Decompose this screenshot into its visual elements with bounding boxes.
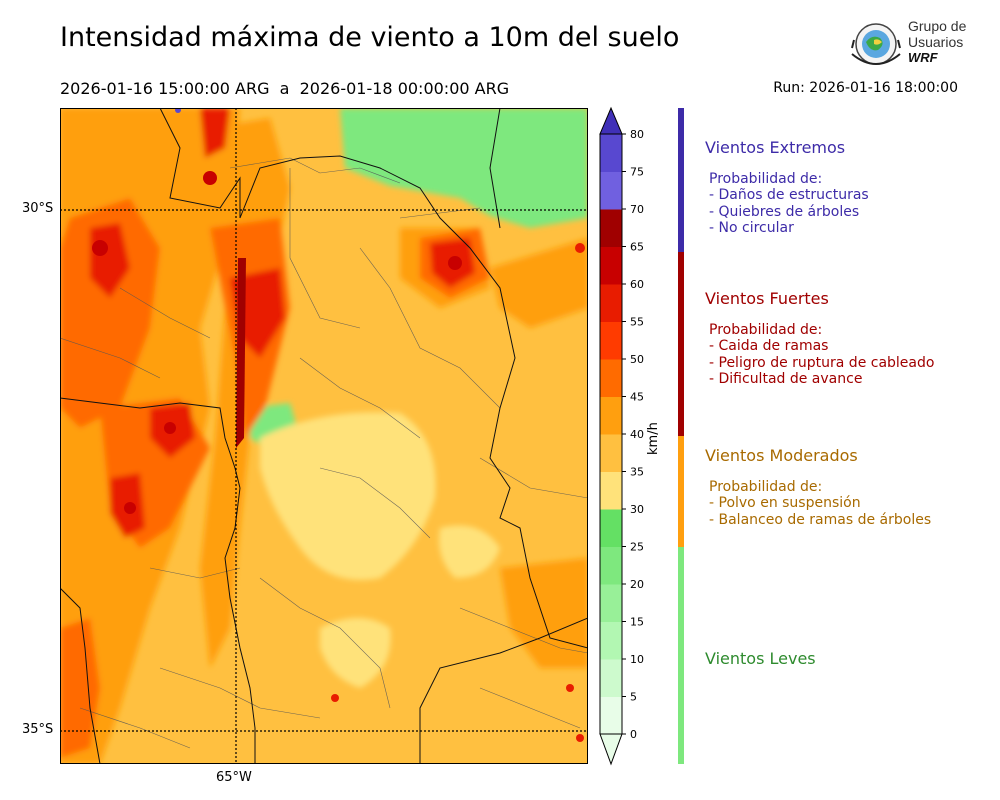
category-description: Probabilidad de: - Polvo en suspensión -… [709, 479, 932, 528]
category-name: Vientos Leves [705, 649, 816, 668]
colorbar-tick-label: 70 [630, 203, 644, 216]
colorbar-segment [600, 696, 622, 735]
logo-text-line1: Grupo de [908, 18, 967, 34]
lat-label-30s: 30°S [22, 201, 54, 216]
colorbar-extend-max [599, 106, 623, 135]
category-extremos: Vientos Extremos Probabilidad de: - Daño… [705, 138, 869, 236]
category-name: Vientos Extremos [705, 138, 846, 157]
colorbar-segment [600, 321, 622, 360]
colorbar-tick-label: 20 [630, 578, 644, 591]
category-extremos-bar [678, 108, 684, 252]
colorbar-tick-label: 55 [630, 316, 644, 329]
category-name: Vientos Fuertes [705, 289, 829, 308]
colorbar-segment [600, 509, 622, 547]
colorbar-segment [600, 209, 622, 247]
colorbar-tick-label: 80 [630, 128, 644, 141]
colorbar-tick-label: 45 [630, 391, 644, 404]
forecast-period: 2026-01-16 15:00:00 ARG a 2026-01-18 00:… [60, 79, 510, 98]
colorbar-segment [600, 134, 622, 172]
map-title: Intensidad máxima de viento a 10m del su… [60, 22, 680, 53]
grupo-wrf-logo: Grupo de Usuarios WRF [848, 18, 968, 70]
colorbar-tick-label: 25 [630, 541, 644, 554]
colorbar-segment [600, 359, 622, 397]
colorbar-segment [600, 246, 622, 285]
colorbar-tick-label: 50 [630, 353, 644, 366]
colorbar-segment [600, 584, 622, 622]
wind-field-svg [60, 108, 588, 764]
lon-label-65w: 65°W [216, 770, 252, 785]
logo-text-wrf: WRF [908, 50, 938, 65]
colorbar-tick-label: 60 [630, 278, 644, 291]
category-fuertes: Vientos Fuertes Probabilidad de: - Caida… [705, 289, 934, 387]
colorbar-segment [600, 659, 622, 697]
globe-logo-icon [851, 23, 901, 65]
colorbar-tick-label: 65 [630, 241, 644, 254]
colorbar-tick-label: 0 [630, 728, 637, 741]
category-leves-bar [678, 547, 684, 764]
colorbar-unit-label: km/h [646, 422, 661, 455]
lat-label-35s: 35°S [22, 722, 54, 737]
colorbar-svg: 0 5 10 15 20 25 30 35 40 45 50 55 60 65 70 75 80 [599, 106, 644, 766]
logo-text-line2: Usuarios [908, 34, 964, 50]
category-description: Probabilidad de: - Daños de estructuras … [709, 171, 869, 236]
wind-colorbar: 0 5 10 15 20 25 30 35 40 45 50 55 60 65 70 75 80 [596, 106, 656, 766]
wind-map [60, 108, 588, 764]
colorbar-segment [600, 471, 622, 510]
colorbar-segment [600, 284, 622, 322]
colorbar-segment [600, 396, 622, 435]
category-moderados: Vientos Moderados Probabilidad de: - Pol… [705, 446, 931, 528]
colorbar-tick-label: 10 [630, 653, 644, 666]
colorbar-tick-label: 35 [630, 466, 644, 479]
category-name: Vientos Moderados [705, 446, 858, 465]
colorbar-tick-label: 5 [630, 691, 637, 704]
colorbar-tick-label: 15 [630, 616, 644, 629]
model-run-time: Run: 2026-01-16 18:00:00 [773, 80, 958, 96]
colorbar-tick-label: 40 [630, 428, 644, 441]
colorbar-segment [600, 621, 622, 660]
colorbar-tick-label: 75 [630, 166, 644, 179]
colorbar-segment [600, 546, 622, 585]
category-moderados-bar [678, 436, 684, 547]
colorbar-tick-label: 30 [630, 503, 644, 516]
colorbar-extend-min [599, 733, 623, 766]
category-description: Probabilidad de: - Caida de ramas - Peli… [709, 322, 935, 387]
category-leves: Vientos Leves [705, 649, 816, 668]
colorbar-segment [600, 434, 622, 472]
colorbar-segment [600, 171, 622, 210]
category-fuertes-bar [678, 252, 684, 436]
